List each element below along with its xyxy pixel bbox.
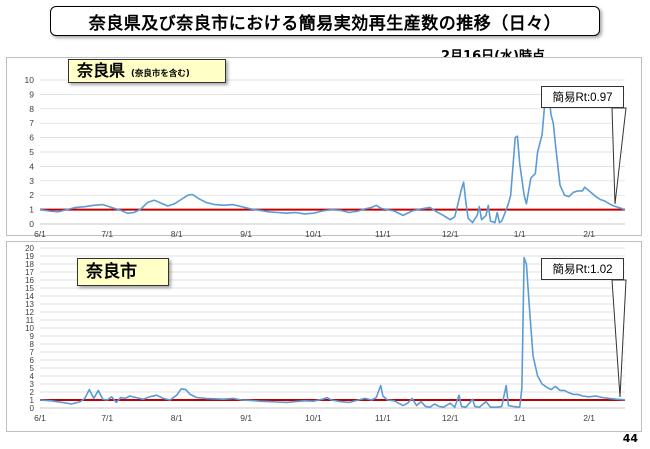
y-tick-label: 7 [30,348,35,357]
callout-pointer [611,107,627,205]
x-tick-label: 10/1 [305,413,322,423]
y-tick-label: 4 [29,161,34,171]
page-title: 奈良県及び奈良市における簡易実効再生産数の推移（日々） [50,6,600,36]
y-tick-label: 20 [25,244,34,253]
y-tick-label: 5 [30,364,35,373]
x-tick-label: 12/1 [442,413,459,423]
x-tick-label: 11/1 [375,229,391,239]
x-tick-label: 2/1 [583,229,595,239]
y-tick-label: 4 [30,372,35,381]
chart-panel-nara-prefecture [6,57,642,236]
y-tick-label: 14 [25,292,34,301]
y-tick-label: 0 [30,404,35,413]
rt-series-line [39,87,626,224]
rt-series-line [39,256,626,409]
y-tick-label: 8 [30,340,35,349]
page-number: 44 [622,432,638,445]
y-tick-label: 10 [25,324,34,333]
x-tick-label: 12/1 [442,229,459,239]
y-tick-label: 6 [30,356,35,365]
y-tick-label: 3 [29,176,34,186]
y-tick-label: 7 [29,118,34,128]
x-tick-label: 6/1 [34,413,46,423]
x-tick-label: 9/1 [240,413,252,423]
y-tick-label: 5 [29,147,34,157]
y-tick-label: 15 [25,284,34,293]
x-tick-label: 6/1 [34,229,46,239]
y-tick-label: 0 [29,219,34,229]
x-tick-label: 11/1 [375,413,391,423]
y-tick-label: 1 [30,396,35,405]
legend-name: 奈良市 [86,262,137,282]
legend-nara-prefecture: 奈良県 (奈良市を含む) [68,59,226,83]
y-tick-label: 17 [25,268,34,277]
x-tick-label: 1/1 [514,413,526,423]
y-tick-label: 9 [30,332,35,341]
y-tick-label: 8 [29,104,34,114]
y-tick-label: 11 [26,316,35,325]
rt-callout-city: 簡易Rt:1.02 [541,258,624,280]
y-tick-label: 18 [25,260,34,269]
y-tick-label: 19 [25,252,34,261]
x-tick-label: 1/1 [514,229,526,239]
y-tick-label: 1 [29,205,34,215]
legend-nara-city: 奈良市 [77,258,169,286]
x-tick-label: 8/1 [171,229,183,239]
x-tick-label: 8/1 [171,413,183,423]
x-tick-label: 7/1 [101,413,113,423]
y-tick-label: 10 [25,75,35,85]
y-tick-label: 16 [25,276,34,285]
legend-note: (奈良市を含む) [131,69,190,79]
legend-name: 奈良県 [77,61,126,80]
y-tick-label: 2 [29,190,34,200]
x-tick-label: 9/1 [240,229,252,239]
y-tick-label: 3 [30,380,35,389]
y-tick-label: 13 [25,300,34,309]
y-tick-label: 9 [29,89,34,99]
y-tick-label: 2 [30,388,35,397]
callout-pointer [611,279,627,398]
x-tick-label: 2/1 [583,413,595,423]
y-tick-label: 12 [25,308,34,317]
rt-callout-prefecture: 簡易Rt:0.97 [541,86,624,108]
x-tick-label: 7/1 [101,229,113,239]
x-tick-label: 10/1 [305,229,322,239]
y-tick-label: 6 [29,133,34,143]
